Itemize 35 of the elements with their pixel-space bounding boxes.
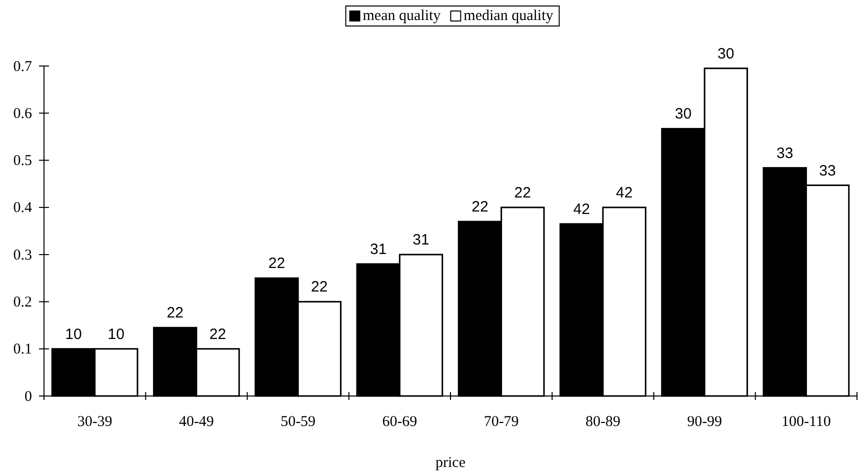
annotation: 22 — [166, 304, 184, 322]
annotation: 31 — [370, 241, 387, 258]
annotation: 10 — [65, 326, 82, 343]
annotation: 33 — [776, 144, 794, 162]
legend-label: median quality — [464, 8, 554, 24]
legend-label: mean quality — [362, 8, 442, 24]
y-tick-label: 0 — [24, 388, 32, 405]
x-tick-label: 70-79 — [484, 414, 519, 430]
annotation: 22 — [514, 184, 531, 202]
annotation: 22 — [209, 326, 226, 343]
y-tick-label: 0.4 — [13, 200, 32, 216]
x-tick-label: 100-110 — [781, 414, 831, 430]
y-tick-label: 0.7 — [13, 58, 32, 75]
x-axis-title: price — [436, 455, 466, 471]
annotation: 22 — [311, 278, 328, 296]
x-tick-label: 90-99 — [687, 414, 722, 430]
x-tick-label: 50-59 — [280, 414, 316, 430]
annotation: 30 — [718, 45, 734, 62]
annotation: 33 — [819, 162, 836, 180]
annotation: 42 — [573, 200, 590, 218]
y-tick-label: 0.1 — [13, 342, 32, 358]
annotation: 22 — [268, 255, 286, 272]
y-tick-label: 0.5 — [13, 153, 32, 170]
x-tick-label: 30-39 — [77, 414, 112, 430]
y-tick-label: 0.2 — [13, 294, 32, 311]
y-tick-label: 0.6 — [13, 106, 32, 122]
annotation: 30 — [674, 106, 692, 123]
x-tick-label: 60-69 — [382, 414, 418, 430]
y-tick-label: 0.3 — [13, 247, 32, 264]
annotation: 10 — [108, 326, 124, 343]
annotation: 22 — [472, 198, 488, 216]
x-tick-label: 40-49 — [178, 414, 214, 430]
annotation: 42 — [616, 184, 633, 202]
x-tick-label: 80-89 — [585, 414, 620, 430]
annotation: 31 — [412, 232, 430, 249]
